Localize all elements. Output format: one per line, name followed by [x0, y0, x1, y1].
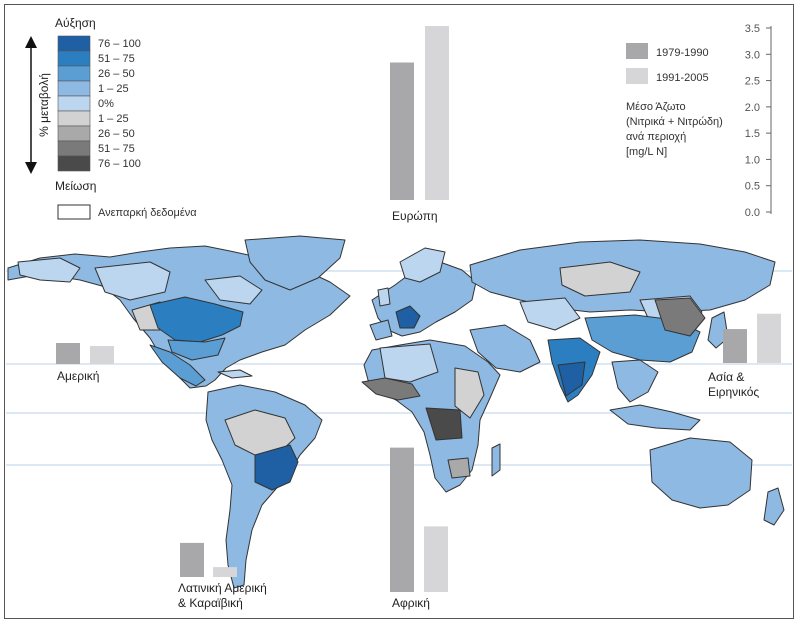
- scale-tick-label: 3.0: [745, 49, 760, 61]
- region-label-latam-1: Λατινική Αμερική: [178, 581, 267, 595]
- legend-class-label: 76 – 100: [98, 38, 141, 50]
- series-label-1991: 1991-2005: [656, 72, 709, 84]
- scale-title-line-2: (Νιτρικά + Νιτρώδη): [626, 116, 723, 128]
- scale-title-line-1: Μέσο Άζωτο: [626, 101, 686, 113]
- legend-class-label: 0%: [98, 98, 114, 110]
- bar-1991-2005: [213, 567, 237, 577]
- legend-class-label: 1 – 25: [98, 113, 129, 125]
- bar-1991-2005: [90, 346, 114, 364]
- legend-swatch: [57, 110, 91, 127]
- canada-east: [204, 275, 263, 305]
- scale-tick-label: 2.5: [745, 76, 760, 88]
- scale-title-line-3: ανά περιοχή: [626, 131, 686, 143]
- scale-tick-label: 2.0: [745, 102, 760, 114]
- scandinavia: [399, 247, 446, 283]
- region-label-america: Αμερική: [57, 369, 99, 383]
- mexico: [149, 344, 206, 387]
- brazil-south: [254, 444, 299, 491]
- iberia: [369, 319, 393, 341]
- bar-1979-1990: [180, 542, 204, 577]
- legend-swatch: [57, 80, 91, 97]
- southeast-asia: [611, 359, 659, 403]
- bar-1979-1990: [390, 62, 414, 200]
- scale-tick-label: 3.5: [745, 23, 760, 35]
- cuba: [217, 369, 253, 379]
- indonesia: [609, 404, 701, 431]
- united-states: [149, 296, 244, 343]
- region-bars: [56, 26, 781, 592]
- new-zealand: [763, 487, 785, 526]
- united-states-south: [167, 337, 226, 361]
- india-south: [557, 361, 586, 397]
- bar-1991-2005: [424, 526, 448, 592]
- region-label-europe: Ευρώπη: [392, 209, 438, 223]
- scale-tick-label: 0.0: [745, 207, 760, 219]
- region-label-latam-2: & Καραϊβική: [178, 596, 243, 610]
- kazakh: [519, 297, 581, 331]
- world-map: [6, 235, 792, 589]
- legend-swatch: [57, 155, 91, 172]
- scale-tick-label: 1.5: [745, 128, 760, 140]
- greenland: [244, 235, 346, 291]
- legend-class-label: 51 – 75: [98, 53, 135, 65]
- brazil-north: [224, 409, 296, 456]
- legend-insufficient-swatch: [57, 204, 91, 220]
- bar-1979-1990: [390, 447, 414, 592]
- scale-ticks: 3.5 3.0 2.5 2.0 1.5 1.0 0.5 0.0: [745, 23, 771, 219]
- bar-1991-2005: [757, 313, 781, 363]
- south-africa: [447, 457, 471, 479]
- legend-swatch: [57, 140, 91, 157]
- alaska: [17, 257, 81, 283]
- bar-1979-1990: [56, 343, 80, 364]
- legend-axis-arrow: [25, 36, 37, 174]
- legend-swatch: [57, 50, 91, 67]
- canada-west: [94, 261, 171, 301]
- legend-class-label: 26 – 50: [98, 128, 135, 140]
- legend-insufficient-label: Ανεπαρκή δεδομένα: [98, 207, 197, 219]
- series-legend: 1979-1990 1991-2005: [626, 43, 709, 84]
- series-swatch-1979: [626, 43, 648, 59]
- value-scale: 3.5 3.0 2.5 2.0 1.5 1.0 0.5 0.0: [745, 23, 772, 219]
- central-africa: [425, 407, 463, 441]
- series-swatch-1991: [626, 68, 648, 84]
- scale-tick-label: 1.0: [745, 154, 760, 166]
- legend-increase-label: Αύξηση: [55, 16, 96, 30]
- figure-frame: [4, 4, 794, 619]
- scale-tick-label: 0.5: [745, 181, 760, 193]
- australia: [649, 437, 753, 509]
- legend-axis-label: % μεταβολή: [37, 73, 51, 137]
- legend-class-label: 51 – 75: [98, 143, 135, 155]
- east-africa: [454, 367, 485, 419]
- madagascar: [491, 443, 501, 477]
- legend-swatch: [57, 125, 91, 142]
- legend-class-label: 76 – 100: [98, 158, 141, 170]
- bar-1991-2005: [425, 26, 449, 200]
- central-europe: [395, 305, 421, 329]
- uk: [377, 287, 391, 307]
- region-label-asia-2: Ειρηνικός: [708, 385, 759, 399]
- legend-decrease-label: Μείωση: [55, 179, 96, 193]
- north-china: [654, 297, 706, 337]
- legend-class-label: 1 – 25: [98, 83, 129, 95]
- region-labels: Ευρώπη Αμερική Ασία & Ειρηνικός Λατινική…: [57, 209, 759, 610]
- scale-title-line-4: [mg/L N]: [626, 146, 667, 158]
- sahara: [379, 343, 439, 383]
- legend-class-list: 76 – 100 51 – 75 26 – 50 1 – 25 0% 1 – 25 26 –…: [57, 35, 141, 172]
- region-label-asia-1: Ασία &: [708, 370, 744, 384]
- change-legend: Αύξηση Μείωση % μεταβολή 76 – 100 51 – 75…: [25, 16, 197, 220]
- scale-title: Μέσο Άζωτο (Νιτρικά + Νιτρώδη) ανά περιο…: [626, 101, 723, 158]
- legend-swatch: [57, 95, 91, 112]
- legend-swatch: [57, 65, 91, 82]
- series-label-1979: 1979-1990: [656, 47, 709, 59]
- west-africa: [361, 377, 421, 401]
- region-label-africa: Αφρική: [392, 596, 430, 610]
- bar-1979-1990: [723, 329, 747, 363]
- legend-swatch: [57, 35, 91, 52]
- middle-east: [469, 324, 541, 373]
- russia-gray: [559, 261, 641, 297]
- legend-class-label: 26 – 50: [98, 68, 135, 80]
